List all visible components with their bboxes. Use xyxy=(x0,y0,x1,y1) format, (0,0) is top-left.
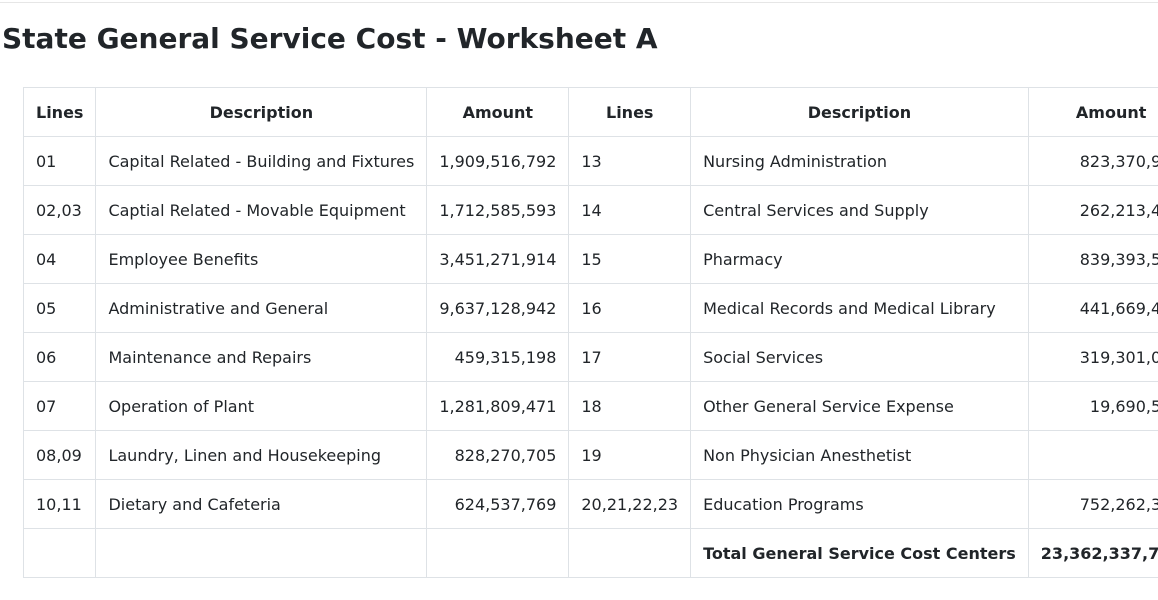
description-cell: Pharmacy xyxy=(690,234,1029,284)
table-row: 06 Maintenance and Repairs 459,315,198 1… xyxy=(22,332,1158,382)
description-cell: Administrative and General xyxy=(95,283,428,333)
amount-cell: 1,909,516,792 xyxy=(426,136,570,186)
lines-cell: 15 xyxy=(568,234,692,284)
amount-cell: 828,270,705 xyxy=(426,430,570,480)
amount-cell: 839,393,505 xyxy=(1027,234,1158,284)
amount-cell: 459,315,198 xyxy=(426,332,570,382)
amount-cell: 624,537,769 xyxy=(426,479,570,529)
lines-cell: 16 xyxy=(568,283,692,333)
lines-cell: 20,21,22,23 xyxy=(568,479,692,529)
header-lines-right: Lines xyxy=(568,87,692,137)
lines-cell: 07 xyxy=(22,381,97,431)
amount-cell: 441,669,484 xyxy=(1027,283,1158,333)
worksheet-table: Lines Description Amount Lines Descripti… xyxy=(22,87,1158,578)
lines-cell: 14 xyxy=(568,185,692,235)
amount-cell: 1,281,809,471 xyxy=(426,381,570,431)
lines-cell: 10,11 xyxy=(22,479,97,529)
lines-cell: 01 xyxy=(22,136,97,186)
table-row: 07 Operation of Plant 1,281,809,471 18 O… xyxy=(22,381,1158,431)
amount-cell: 319,301,019 xyxy=(1027,332,1158,382)
description-cell: Capital Related - Building and Fixtures xyxy=(95,136,428,186)
amount-cell: 752,262,343 xyxy=(1027,479,1158,529)
amount-cell: 3,451,271,914 xyxy=(426,234,570,284)
lines-cell: 02,03 xyxy=(22,185,97,235)
description-cell: Operation of Plant xyxy=(95,381,428,431)
description-cell: Nursing Administration xyxy=(690,136,1029,186)
header-lines-left: Lines xyxy=(22,87,97,137)
lines-cell: 19 xyxy=(568,430,692,480)
total-row: Total General Service Cost Centers 23,36… xyxy=(22,528,1158,578)
header-description-right: Description xyxy=(690,87,1029,137)
total-value: 23,362,337,704 xyxy=(1027,528,1158,578)
empty-cell xyxy=(22,528,97,578)
lines-cell: 05 xyxy=(22,283,97,333)
amount-cell: 1,712,585,593 xyxy=(426,185,570,235)
description-cell: Social Services xyxy=(690,332,1029,382)
lines-cell: 06 xyxy=(22,332,97,382)
description-cell: Laundry, Linen and Housekeeping xyxy=(95,430,428,480)
table-row: 01 Capital Related - Building and Fixtur… xyxy=(22,136,1158,186)
empty-cell xyxy=(95,528,428,578)
table-row: 05 Administrative and General 9,637,128,… xyxy=(22,283,1158,333)
description-cell: Other General Service Expense xyxy=(690,381,1029,431)
total-label: Total General Service Cost Centers xyxy=(690,528,1029,578)
lines-cell: 17 xyxy=(568,332,692,382)
lines-cell: 04 xyxy=(22,234,97,284)
table-row: 08,09 Laundry, Linen and Housekeeping 82… xyxy=(22,430,1158,480)
table-header-row: Lines Description Amount Lines Descripti… xyxy=(22,87,1158,137)
top-divider xyxy=(0,2,1158,3)
description-cell: Central Services and Supply xyxy=(690,185,1029,235)
lines-cell: 08,09 xyxy=(22,430,97,480)
description-cell: Medical Records and Medical Library xyxy=(690,283,1029,333)
lines-cell: 18 xyxy=(568,381,692,431)
description-cell: Education Programs xyxy=(690,479,1029,529)
description-cell: Dietary and Cafeteria xyxy=(95,479,428,529)
amount-cell: 19,690,569 xyxy=(1027,381,1158,431)
description-cell: Captial Related - Movable Equipment xyxy=(95,185,428,235)
empty-cell xyxy=(568,528,692,578)
header-amount-left: Amount xyxy=(426,87,570,137)
table-row: 02,03 Captial Related - Movable Equipmen… xyxy=(22,185,1158,235)
description-cell: Maintenance and Repairs xyxy=(95,332,428,382)
empty-cell xyxy=(426,528,570,578)
description-cell: Employee Benefits xyxy=(95,234,428,284)
amount-cell: 0 xyxy=(1027,430,1158,480)
amount-cell: 262,213,411 xyxy=(1027,185,1158,235)
description-cell: Non Physician Anesthetist xyxy=(690,430,1029,480)
amount-cell: 9,637,128,942 xyxy=(426,283,570,333)
page-title: State General Service Cost - Worksheet A xyxy=(2,22,658,55)
lines-cell: 13 xyxy=(568,136,692,186)
header-amount-right: Amount xyxy=(1027,87,1158,137)
table-row: 04 Employee Benefits 3,451,271,914 15 Ph… xyxy=(22,234,1158,284)
table-row: 10,11 Dietary and Cafeteria 624,537,769 … xyxy=(22,479,1158,529)
header-description-left: Description xyxy=(95,87,428,137)
amount-cell: 823,370,989 xyxy=(1027,136,1158,186)
